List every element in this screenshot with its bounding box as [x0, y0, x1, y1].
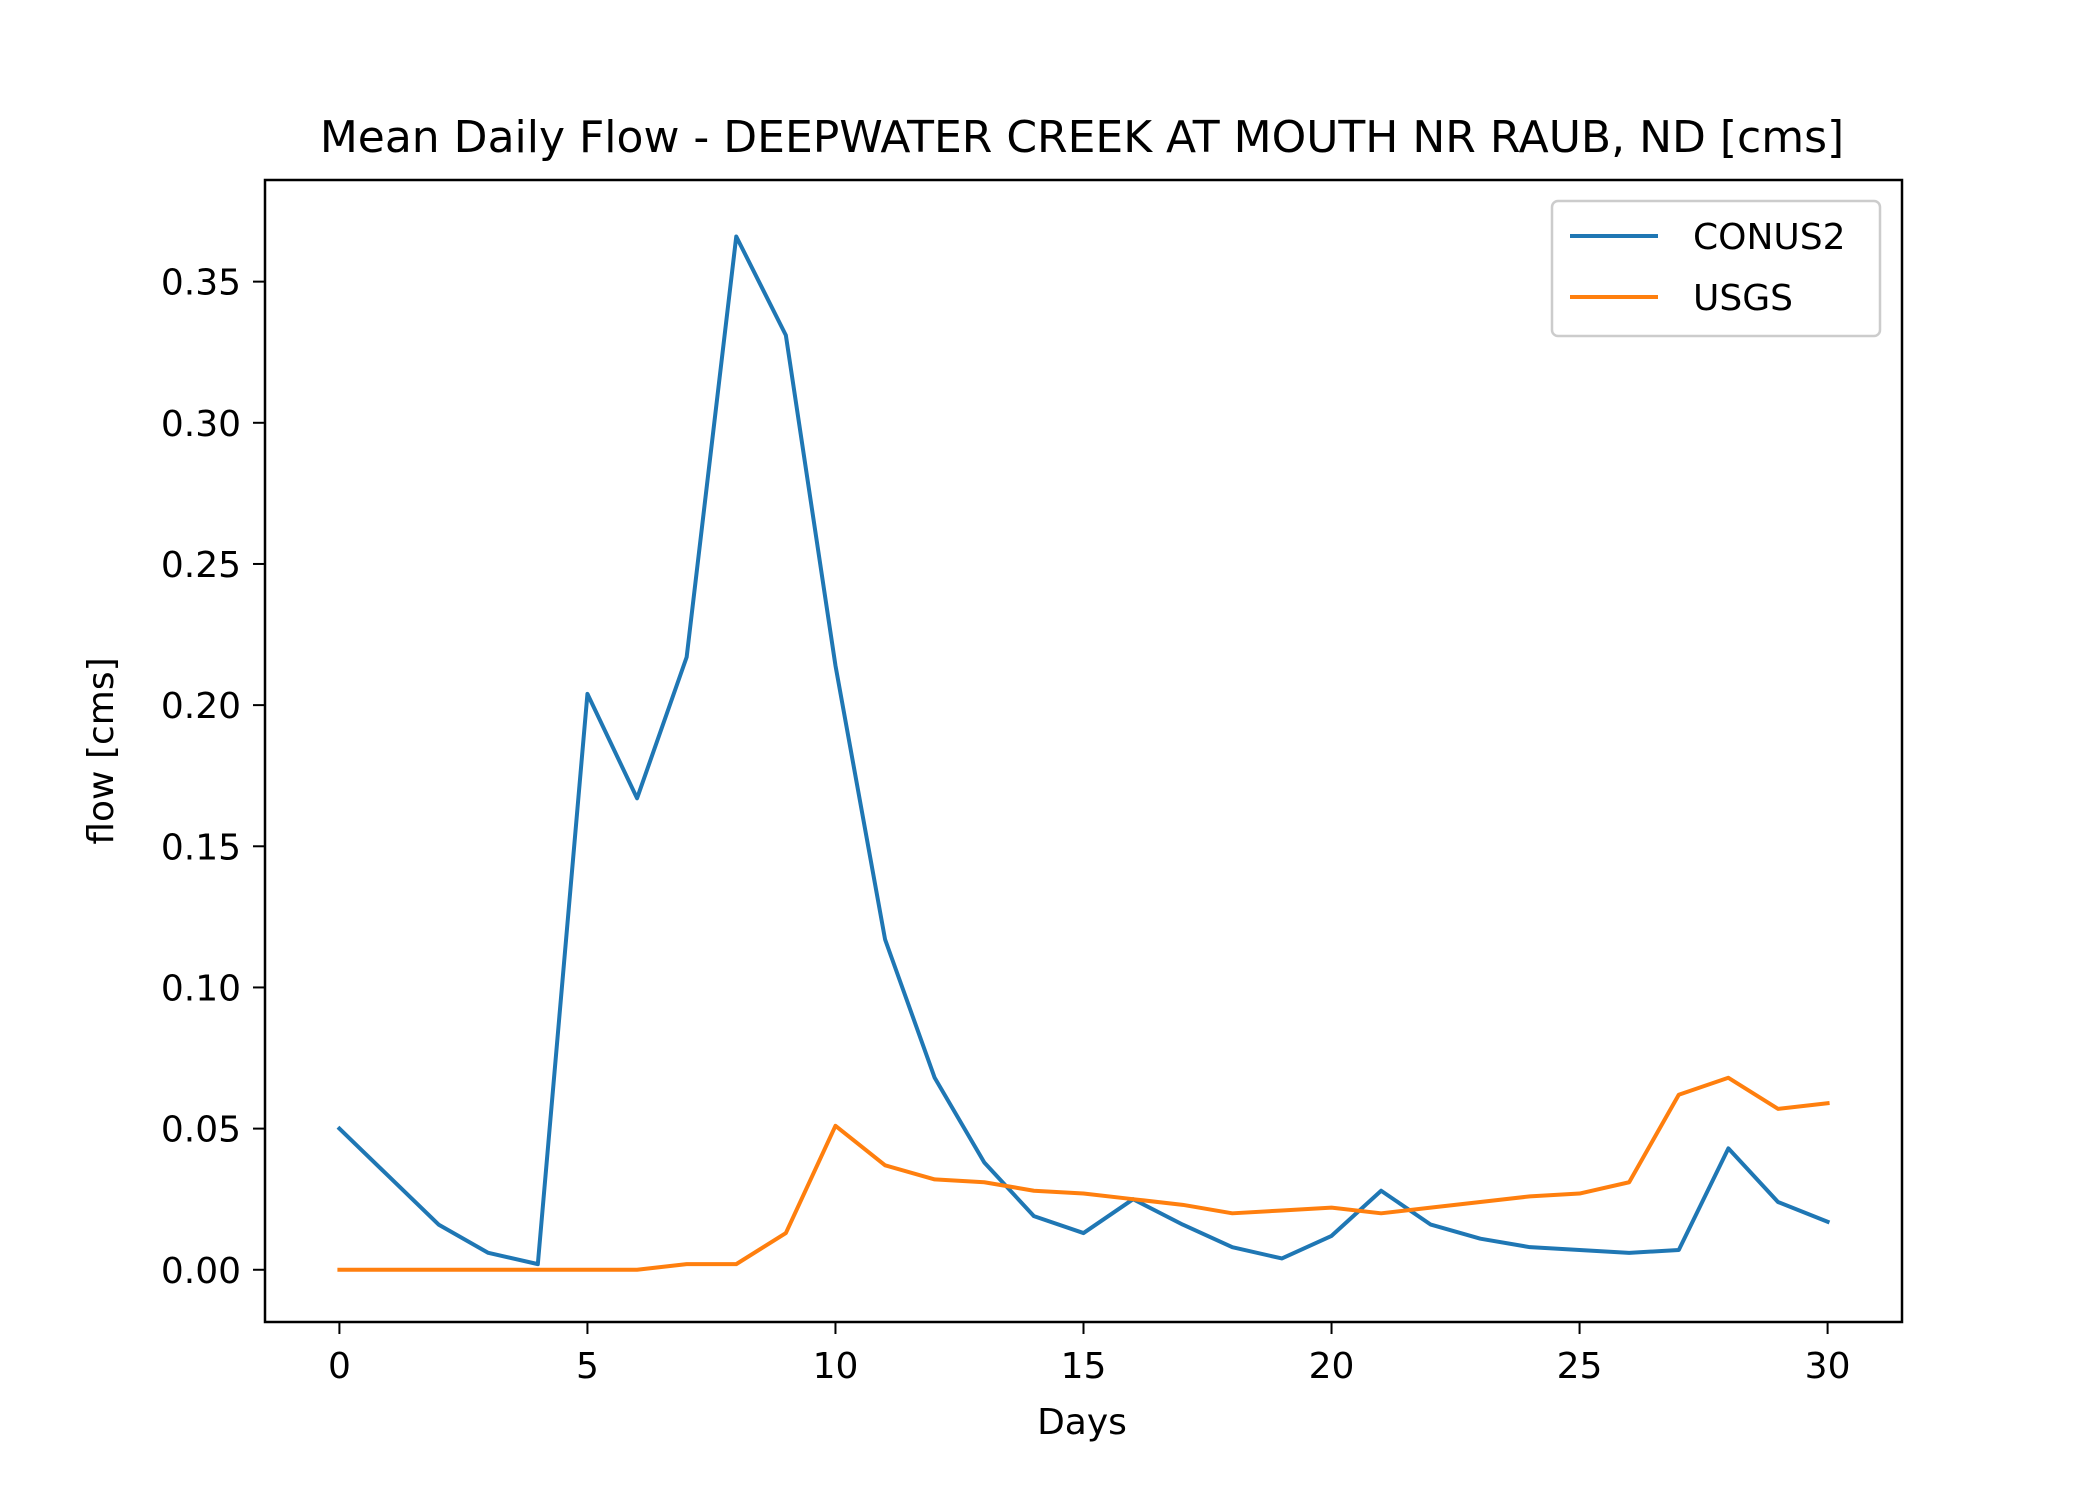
x-tick-label: 25 [1557, 1346, 1603, 1387]
legend: CONUS2 USGS [1550, 199, 1882, 338]
x-tick-label: 15 [1061, 1346, 1107, 1387]
y-tick-label: 0.15 [161, 827, 241, 868]
x-axis: 0 5 10 15 20 25 30 [328, 1322, 1851, 1387]
y-tick-label: 0.20 [161, 686, 241, 727]
series-lines [336, 234, 1831, 1272]
x-tick-label: 10 [813, 1346, 859, 1387]
y-tick-label: 0.05 [161, 1110, 241, 1151]
plot-frame [263, 178, 1904, 1324]
series-line-usgs [337, 1075, 1830, 1272]
x-tick-label: 0 [328, 1346, 351, 1387]
y-tick-label: 0.30 [161, 404, 241, 445]
y-tick-label: 0.35 [161, 263, 241, 304]
y-axis-label: flow [cms] [81, 657, 122, 844]
x-axis-label: Days [1037, 1402, 1127, 1443]
y-tick-label: 0.10 [161, 968, 241, 1009]
y-tick-label: 0.00 [161, 1251, 241, 1292]
chart-title: Mean Daily Flow - DEEPWATER CREEK AT MOU… [320, 112, 1844, 163]
x-tick-label: 30 [1805, 1346, 1851, 1387]
x-tick-label: 5 [576, 1346, 599, 1387]
x-tick-label: 20 [1309, 1346, 1355, 1387]
y-axis: 0.00 0.05 0.10 0.15 0.20 0.25 0.30 0.35 [161, 263, 265, 1292]
legend-label-usgs: USGS [1693, 278, 1793, 319]
series-line-conus2 [336, 234, 1831, 1267]
y-tick-label: 0.25 [161, 545, 241, 586]
legend-label-conus2: CONUS2 [1693, 217, 1846, 258]
